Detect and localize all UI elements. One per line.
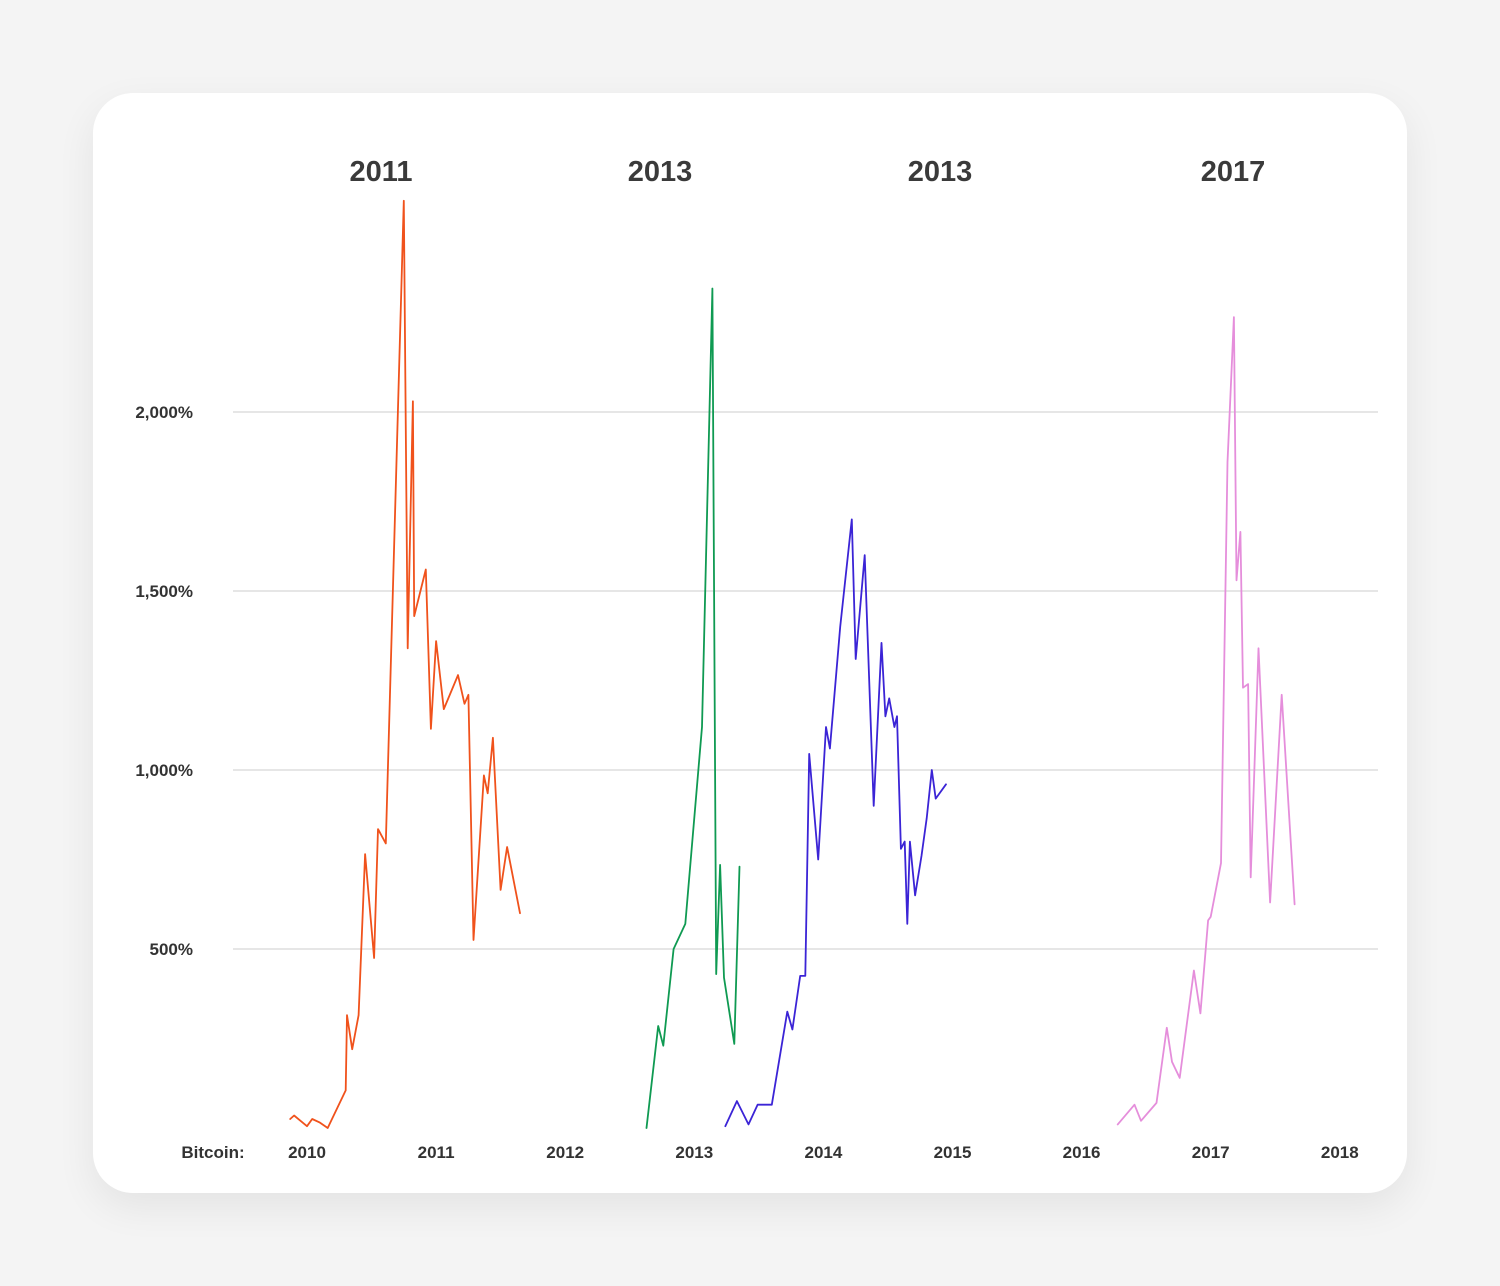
period-title: 2013	[908, 156, 973, 188]
x-tick-label: 2015	[934, 1143, 972, 1162]
series-line-2013-3	[724, 518, 947, 1128]
bitcoin-cycles-chart: 500%1,000%1,500%2,000% 2011 2013 2013 2017 …	[135, 156, 1378, 1162]
series-line-2017-4	[1116, 316, 1296, 1126]
x-tick-label: 2014	[804, 1143, 842, 1162]
period-title: 2013	[628, 156, 693, 188]
x-tick-label: 2017	[1192, 1143, 1230, 1162]
period-title: 2017	[1201, 156, 1266, 188]
x-tick-label: 2010	[288, 1143, 326, 1162]
x-tick-label: 2013	[675, 1143, 713, 1162]
y-axis-ticks: 500% 1,000% 1,500% 2,000%	[135, 403, 193, 959]
chart-card: 500% 1,000% 1,500% 2,000% 2011 2013 2013 2017 …	[93, 93, 1407, 1193]
x-axis: Bitcoin: 2010 2011 2012 2013 2014 2015 2016 201…	[181, 1143, 1358, 1162]
gridlines	[233, 411, 1378, 950]
y-tick-label: 1,000%	[135, 761, 193, 780]
x-tick-label: 2012	[546, 1143, 584, 1162]
period-title: 2011	[350, 156, 413, 188]
x-tick-label: 2016	[1063, 1143, 1101, 1162]
series-line-2013-2	[645, 287, 741, 1129]
y-tick-label: 1,500%	[135, 582, 193, 601]
series-line-2011-1	[289, 199, 521, 1129]
x-tick-label: 2011	[418, 1143, 455, 1162]
asset-label: Bitcoin:	[181, 1143, 244, 1162]
x-tick-label: 2018	[1321, 1143, 1359, 1162]
series-lines	[289, 199, 1296, 1129]
y-tick-label: 2,000%	[135, 403, 193, 422]
period-titles: 2011 2013 2013 2017	[350, 156, 1266, 188]
y-tick-label: 500%	[150, 940, 193, 959]
